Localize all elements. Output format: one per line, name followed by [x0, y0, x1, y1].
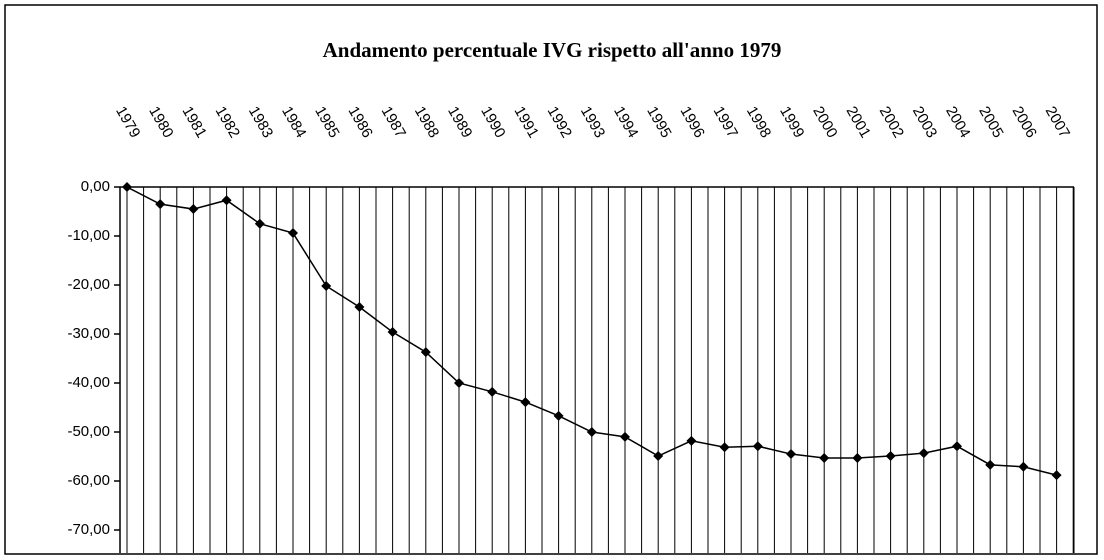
data-point: [553, 410, 564, 421]
y-tick-label: -60,00: [67, 472, 110, 489]
data-point: [653, 451, 664, 462]
data-point: [487, 386, 498, 397]
y-tick-label: 0,00: [81, 178, 110, 195]
data-point: [221, 195, 232, 206]
data-point: [586, 427, 597, 437]
data-point: [952, 441, 962, 452]
y-tick-label: -70,00: [67, 521, 110, 538]
chart-frame: [4, 4, 1098, 555]
y-tick-label: -30,00: [67, 325, 110, 342]
y-tick-label: -10,00: [67, 227, 110, 244]
data-point: [852, 452, 863, 463]
data-point: [1018, 461, 1029, 472]
data-point: [122, 182, 132, 192]
y-tick-label: -20,00: [67, 276, 110, 293]
data-point: [1051, 470, 1062, 481]
data-point: [387, 327, 398, 338]
data-point: [620, 431, 630, 442]
data-point: [985, 459, 996, 470]
data-point: [719, 442, 730, 453]
data-point: [885, 451, 896, 462]
chart-title: Andamento percentuale IVG rispetto all'a…: [323, 38, 782, 62]
data-point: [254, 218, 265, 229]
data-point: [454, 378, 464, 388]
data-point: [520, 397, 531, 408]
data-point: [188, 204, 199, 215]
y-tick-label: -50,00: [67, 423, 110, 440]
data-point: [155, 199, 166, 210]
data-point: [752, 441, 763, 452]
data-point: [321, 280, 332, 291]
data-point: [819, 452, 830, 463]
data-point: [686, 435, 697, 446]
y-tick-label: -40,00: [67, 374, 110, 391]
data-point: [918, 448, 929, 459]
data-point: [420, 347, 431, 358]
data-point: [354, 302, 365, 313]
data-point: [288, 228, 298, 239]
data-point: [786, 449, 796, 460]
